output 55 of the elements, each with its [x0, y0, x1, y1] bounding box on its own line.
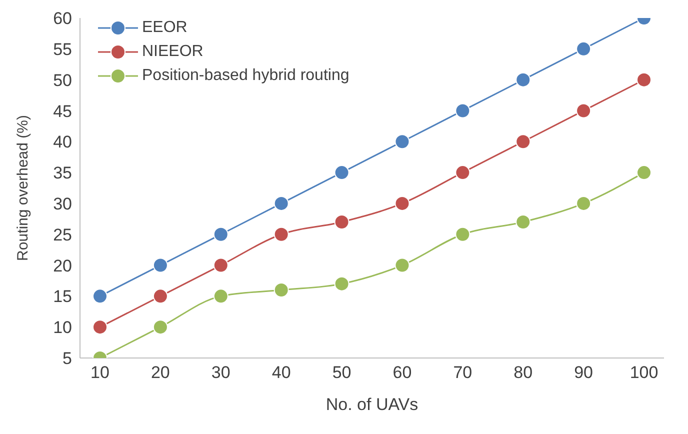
x-tick-label: 40	[272, 363, 291, 382]
point	[576, 196, 592, 211]
point	[455, 103, 470, 118]
point	[152, 258, 168, 273]
point	[334, 276, 350, 292]
point	[576, 41, 592, 56]
point	[455, 226, 470, 242]
y-tick-label: 20	[53, 256, 72, 276]
point	[636, 72, 652, 88]
legend-label: NIEEOR	[142, 43, 204, 61]
y-tick-label: 5	[62, 349, 72, 368]
point	[274, 282, 289, 298]
y-tick-label: 35	[53, 164, 72, 183]
y-tick-label: 40	[53, 132, 72, 152]
point	[152, 288, 168, 304]
x-axis-title: No. of UAVs	[326, 395, 418, 414]
point	[516, 134, 531, 150]
x-tick-label: 60	[392, 363, 412, 382]
x-tick-label: 30	[211, 363, 230, 382]
point	[334, 214, 350, 230]
point	[274, 226, 289, 242]
y-tick-label: 30	[53, 194, 72, 214]
point	[92, 320, 108, 335]
x-tick-label: 10	[90, 363, 110, 382]
point	[394, 134, 410, 150]
point	[455, 165, 470, 180]
point	[92, 288, 108, 304]
point	[152, 320, 168, 335]
y-tick-label: 15	[53, 287, 72, 306]
point	[516, 72, 531, 88]
y-tick-label: 25	[53, 225, 72, 244]
y-tick-label: 60	[53, 9, 72, 28]
point	[334, 165, 350, 180]
point	[636, 165, 652, 180]
point	[394, 196, 410, 211]
point	[274, 196, 289, 211]
legend-label: Position-based hybrid routing	[142, 67, 350, 85]
point	[213, 288, 228, 304]
point	[516, 214, 531, 230]
y-tick-label: 50	[53, 70, 72, 90]
y-axis-title: Routing overhead (%)	[14, 115, 32, 261]
x-tick-label: 20	[150, 363, 170, 382]
y-tick-label: 45	[53, 102, 72, 121]
x-tick-label: 100	[630, 363, 658, 382]
point	[213, 258, 228, 273]
x-tick-label: 50	[332, 363, 352, 382]
x-tick-label: 90	[574, 363, 594, 382]
x-tick-label: 80	[514, 363, 533, 382]
point	[576, 103, 592, 118]
point	[213, 226, 228, 242]
x-tick-label: 70	[453, 363, 472, 382]
y-tick-label: 10	[53, 318, 72, 338]
legend-label: EEOR	[142, 19, 188, 37]
y-tick-label: 55	[53, 40, 72, 59]
point	[394, 258, 410, 273]
